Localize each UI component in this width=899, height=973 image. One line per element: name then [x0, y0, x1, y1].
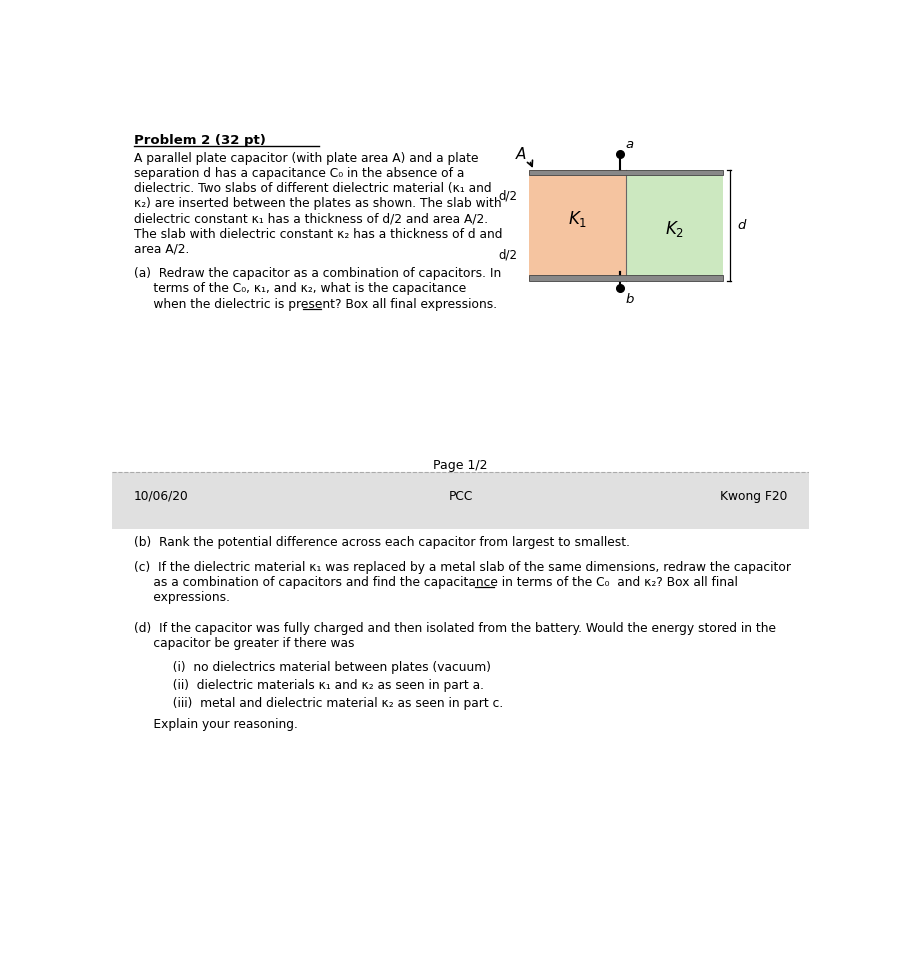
Text: (ii)  dielectric materials κ₁ and κ₂ as seen in part a.: (ii) dielectric materials κ₁ and κ₂ as s… [134, 679, 484, 692]
Text: separation d has a capacitance C₀ in the absence of a: separation d has a capacitance C₀ in the… [134, 167, 465, 180]
Text: 10/06/20: 10/06/20 [134, 489, 189, 503]
Text: capacitor be greater if there was: capacitor be greater if there was [134, 636, 354, 650]
Text: $K_1$: $K_1$ [568, 209, 587, 230]
Text: d: d [738, 219, 746, 232]
Text: when the dielectric is present? Box all final expressions.: when the dielectric is present? Box all … [134, 298, 497, 310]
Bar [530, 275, 723, 281]
Bar [530, 170, 723, 175]
Bar [530, 170, 627, 281]
Text: (c)  If the dielectric material κ₁ was replaced by a metal slab of the same dime: (c) If the dielectric material κ₁ was re… [134, 560, 791, 574]
Bar [627, 170, 723, 281]
Text: (iii)  metal and dielectric material κ₂ as seen in part c.: (iii) metal and dielectric material κ₂ a… [134, 697, 503, 710]
Text: A parallel plate capacitor (with plate area A) and a plate: A parallel plate capacitor (with plate a… [134, 152, 478, 164]
Text: PCC: PCC [449, 489, 473, 503]
Text: (d)  If the capacitor was fully charged and then isolated from the battery. Woul: (d) If the capacitor was fully charged a… [134, 622, 776, 634]
Text: (i)  no dielectrics material between plates (vacuum): (i) no dielectrics material between plat… [134, 662, 491, 674]
Text: d/2: d/2 [499, 190, 518, 202]
Text: dielectric constant κ₁ has a thickness of d/2 and area A/2.: dielectric constant κ₁ has a thickness o… [134, 212, 488, 226]
Text: dielectric. Two slabs of different dielectric material (κ₁ and: dielectric. Two slabs of different diele… [134, 182, 492, 196]
Text: terms of the C₀, κ₁, and κ₂, what is the capacitance: terms of the C₀, κ₁, and κ₂, what is the… [134, 282, 467, 296]
Text: Explain your reasoning.: Explain your reasoning. [134, 718, 298, 731]
Text: Problem 2 (32 pt): Problem 2 (32 pt) [134, 134, 266, 148]
Text: (a)  Redraw the capacitor as a combination of capacitors. In: (a) Redraw the capacitor as a combinatio… [134, 268, 502, 280]
Text: d/2: d/2 [499, 248, 518, 261]
Text: The slab with dielectric constant κ₂ has a thickness of d and: The slab with dielectric constant κ₂ has… [134, 228, 503, 240]
Text: as a combination of capacitors and find the capacitance in terms of the C₀  and : as a combination of capacitors and find … [134, 576, 738, 589]
Text: Kwong F20: Kwong F20 [720, 489, 788, 503]
Text: $K_2$: $K_2$ [665, 219, 684, 239]
Bar [112, 472, 809, 528]
Text: (b)  Rank the potential difference across each capacitor from largest to smalles: (b) Rank the potential difference across… [134, 536, 630, 550]
Text: b: b [626, 293, 634, 306]
Text: $A$: $A$ [515, 146, 528, 162]
Text: area A/2.: area A/2. [134, 243, 190, 256]
Text: expressions.: expressions. [134, 591, 230, 604]
Text: a: a [626, 137, 634, 151]
Text: Page 1/2: Page 1/2 [433, 459, 488, 473]
Text: κ₂) are inserted between the plates as shown. The slab with: κ₂) are inserted between the plates as s… [134, 198, 502, 210]
